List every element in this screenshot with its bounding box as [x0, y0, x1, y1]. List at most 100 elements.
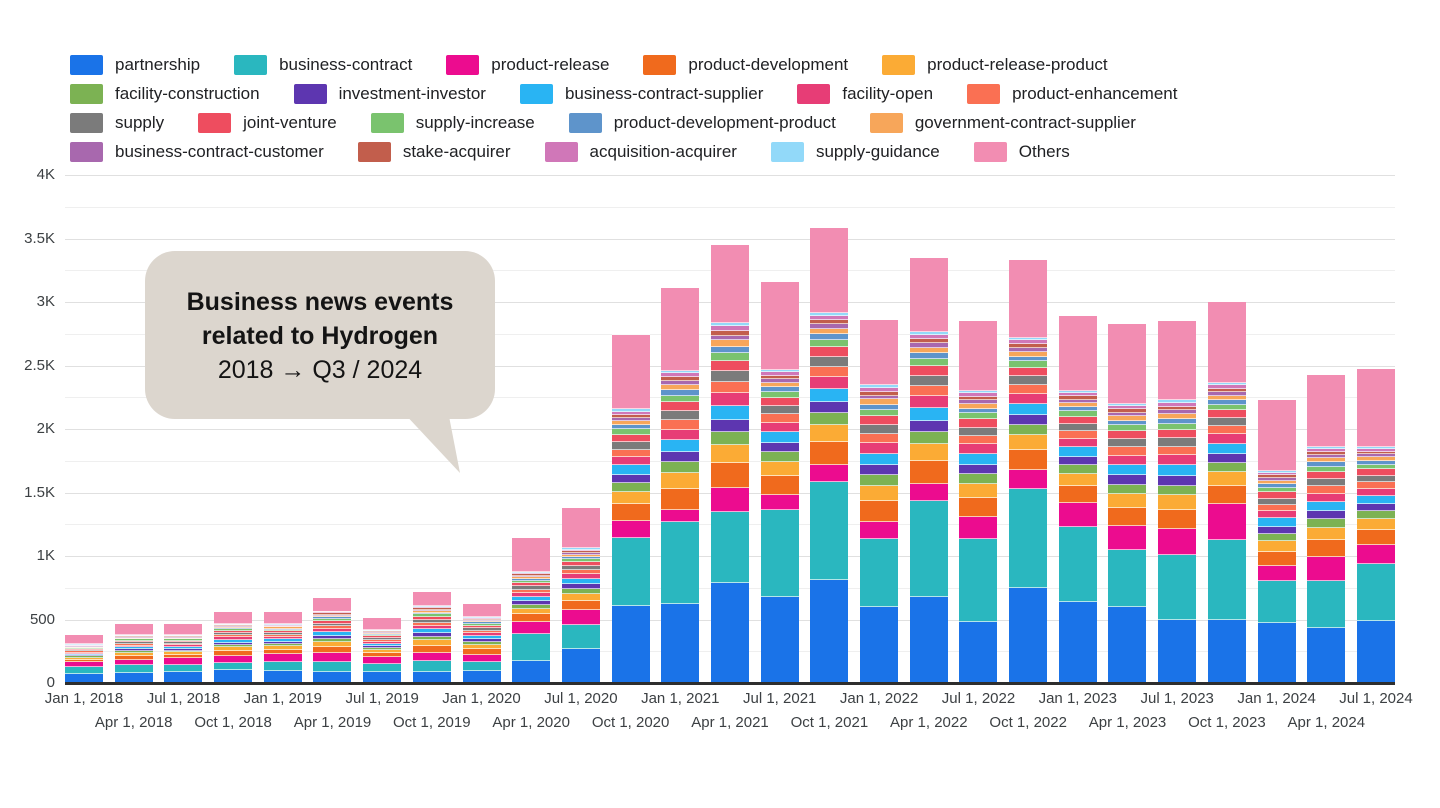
bar-segment-supply[interactable] — [462, 628, 501, 631]
bar-segment-acquisition-acquirer[interactable] — [710, 326, 749, 331]
bar-segment-acquisition-acquirer[interactable] — [959, 393, 998, 397]
legend-item-label[interactable]: supply-guidance — [815, 142, 940, 161]
bar-segment-government-contract-supplier[interactable] — [164, 637, 203, 639]
bar-segment-acquisition-acquirer[interactable] — [412, 607, 451, 609]
bar-segment-government-contract-supplier[interactable] — [959, 403, 998, 409]
bar-segment-business-contract-customer[interactable] — [860, 395, 898, 400]
bar-segment-product-release[interactable] — [611, 521, 650, 538]
bar-segment-supply-guidance[interactable] — [412, 606, 451, 608]
bar-segment-joint-venture[interactable] — [860, 416, 898, 426]
bar-segment-investment-investor[interactable] — [611, 474, 650, 484]
bar-segment-supply-guidance[interactable] — [1356, 446, 1395, 449]
bar-segment-product-development-product[interactable] — [909, 353, 948, 360]
bar-segment-partnership[interactable] — [661, 604, 700, 683]
bar-segment-product-enhancement[interactable] — [710, 382, 749, 394]
bar-segment-government-contract-supplier[interactable] — [313, 615, 352, 618]
bar-segment-product-development[interactable] — [1009, 450, 1048, 471]
bar-segment-product-release-product[interactable] — [1108, 493, 1147, 508]
bar-apr-1-2018[interactable] — [114, 624, 153, 683]
bar-segment-business-contract-customer[interactable] — [561, 553, 600, 555]
bar-segment-stake-acquirer[interactable] — [1257, 475, 1296, 478]
bar-segment-supply[interactable] — [1257, 498, 1296, 505]
x-axis-tick-label[interactable]: Jan 1, 2020 — [442, 690, 521, 707]
bar-jul-1-2019[interactable] — [363, 618, 402, 683]
bar-segment-business-contract-customer[interactable] — [1108, 412, 1147, 417]
bar-segment-government-contract-supplier[interactable] — [1307, 458, 1346, 463]
bar-segment-supply-guidance[interactable] — [1058, 391, 1097, 394]
bar-segment-stake-acquirer[interactable] — [959, 396, 998, 401]
bar-segment-supply-increase[interactable] — [661, 395, 700, 403]
bar-segment-product-development[interactable] — [1257, 551, 1296, 567]
bar-segment-product-release[interactable] — [65, 662, 103, 668]
bar-segment-facility-construction[interactable] — [909, 432, 948, 445]
bar-segment-acquisition-acquirer[interactable] — [611, 411, 650, 415]
bar-segment-joint-venture[interactable] — [710, 360, 749, 372]
x-axis-tick-label[interactable]: Jul 1, 2018 — [146, 690, 221, 707]
bar-segment-product-development-product[interactable] — [65, 647, 103, 649]
legend-item-supply-increase[interactable]: supply-increase — [370, 113, 535, 133]
bar-segment-partnership[interactable] — [1257, 623, 1296, 683]
bar-oct-1-2020[interactable] — [611, 335, 650, 683]
bar-segment-product-release-product[interactable] — [909, 444, 948, 462]
bar-segment-partnership[interactable] — [860, 606, 898, 683]
bar-segment-investment-investor[interactable] — [214, 642, 253, 645]
legend-item-Others[interactable]: Others — [973, 142, 1070, 162]
bar-segment-facility-open[interactable] — [363, 641, 402, 644]
legend-item-product-development[interactable]: product-development — [643, 55, 848, 75]
bar-segment-product-enhancement[interactable] — [661, 420, 700, 430]
bar-segment-product-development[interactable] — [611, 504, 650, 522]
bar-segment-business-contract-supplier[interactable] — [412, 629, 451, 634]
bar-segment-Others[interactable] — [1307, 374, 1346, 448]
x-axis-tick-label[interactable]: Oct 1, 2018 — [194, 714, 272, 731]
bar-segment-product-release-product[interactable] — [512, 608, 551, 615]
bar-segment-product-release[interactable] — [710, 488, 749, 512]
bar-segment-acquisition-acquirer[interactable] — [462, 618, 501, 620]
bar-segment-facility-construction[interactable] — [1307, 519, 1346, 528]
bar-segment-partnership[interactable] — [313, 671, 352, 683]
bar-segment-supply-increase[interactable] — [313, 618, 352, 621]
bar-segment-business-contract-supplier[interactable] — [1356, 495, 1395, 505]
bar-segment-product-release[interactable] — [661, 509, 700, 522]
bar-segment-joint-venture[interactable] — [661, 402, 700, 412]
bar-segment-facility-construction[interactable] — [363, 647, 402, 650]
bar-segment-product-development-product[interactable] — [1108, 420, 1147, 426]
bar-segment-government-contract-supplier[interactable] — [1108, 416, 1147, 421]
bar-segment-Others[interactable] — [1058, 316, 1097, 392]
bar-segment-facility-construction[interactable] — [611, 483, 650, 492]
bar-segment-supply[interactable] — [959, 427, 998, 437]
x-axis-tick-label[interactable]: Apr 1, 2023 — [1088, 714, 1167, 731]
bar-segment-business-contract[interactable] — [1356, 563, 1395, 621]
x-axis-tick-label[interactable]: Jan 1, 2024 — [1237, 690, 1316, 707]
bar-segment-supply-guidance[interactable] — [263, 624, 302, 625]
legend-item-acquisition-acquirer[interactable]: acquisition-acquirer — [544, 142, 737, 162]
bar-segment-business-contract-customer[interactable] — [363, 632, 402, 633]
legend-swatch-icon[interactable] — [234, 55, 268, 75]
bar-segment-product-enhancement[interactable] — [214, 635, 253, 638]
bar-segment-product-development-product[interactable] — [1058, 407, 1097, 412]
bar-segment-product-release[interactable] — [363, 656, 402, 664]
bar-segment-partnership[interactable] — [959, 622, 998, 683]
bar-segment-supply-guidance[interactable] — [462, 617, 501, 618]
bar-segment-business-contract[interactable] — [909, 501, 948, 597]
bar-segment-supply[interactable] — [860, 425, 898, 435]
bar-segment-product-enhancement[interactable] — [65, 651, 103, 653]
bar-segment-product-release-product[interactable] — [263, 646, 302, 650]
bar-segment-product-development-product[interactable] — [959, 408, 998, 414]
bar-segment-Others[interactable] — [1108, 323, 1147, 404]
bar-segment-product-development-product[interactable] — [611, 425, 650, 430]
bar-segment-product-release-product[interactable] — [1307, 527, 1346, 541]
bar-segment-Others[interactable] — [313, 597, 352, 612]
bar-segment-Others[interactable] — [661, 288, 700, 371]
bar-segment-product-release-product[interactable] — [214, 647, 253, 651]
x-axis-tick-label[interactable]: Jul 1, 2021 — [742, 690, 817, 707]
bar-segment-product-development[interactable] — [710, 463, 749, 489]
bar-segment-stake-acquirer[interactable] — [1207, 388, 1246, 393]
bar-segment-business-contract[interactable] — [860, 538, 898, 607]
x-axis-tick-label[interactable]: Jan 1, 2023 — [1038, 690, 1117, 707]
bar-segment-supply[interactable] — [263, 633, 302, 636]
bar-segment-stake-acquirer[interactable] — [263, 625, 302, 627]
bar-segment-product-enhancement[interactable] — [860, 434, 898, 444]
bar-segment-Others[interactable] — [263, 611, 302, 625]
bar-segment-joint-venture[interactable] — [114, 640, 153, 643]
bar-segment-supply-guidance[interactable] — [214, 623, 253, 625]
